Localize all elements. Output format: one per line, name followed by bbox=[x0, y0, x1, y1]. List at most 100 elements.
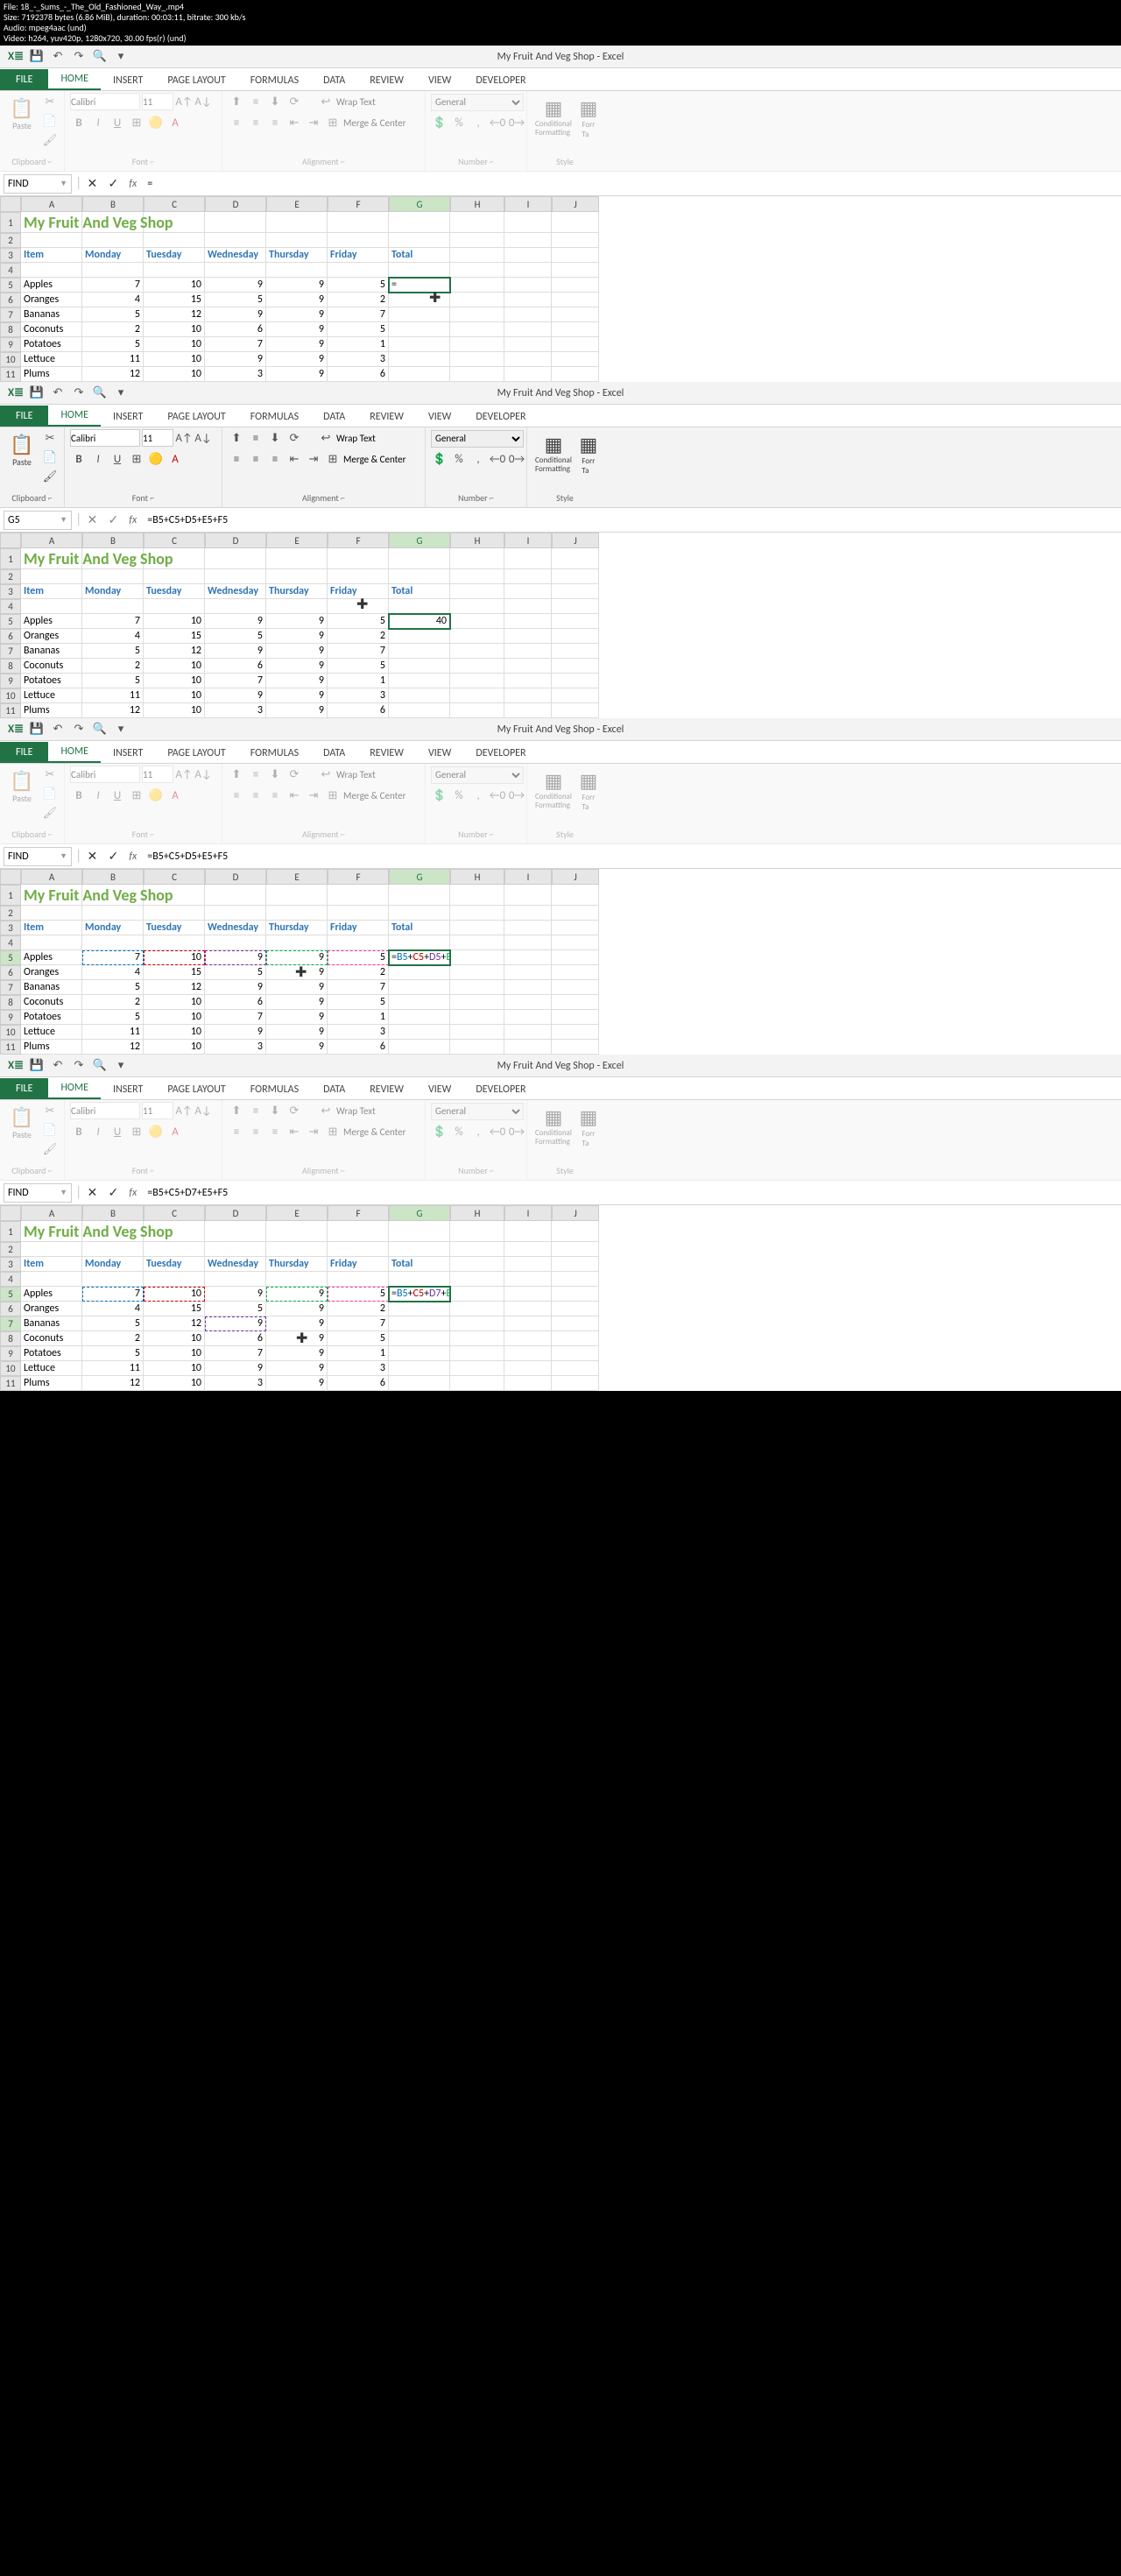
comma-icon[interactable]: , bbox=[469, 451, 487, 469]
cell-C10[interactable]: 10 bbox=[144, 352, 205, 367]
cell-F4[interactable] bbox=[328, 263, 389, 278]
decrease-indent-icon[interactable]: ⇤ bbox=[286, 787, 303, 804]
cell-F6[interactable]: 2 bbox=[328, 293, 389, 307]
fx-icon[interactable]: fx bbox=[123, 514, 142, 526]
font-name-select[interactable] bbox=[70, 429, 140, 447]
underline-icon[interactable]: U bbox=[109, 450, 126, 468]
row-header[interactable]: 5 bbox=[0, 950, 21, 965]
align-middle-icon[interactable]: ≡ bbox=[247, 93, 264, 110]
fx-icon[interactable]: fx bbox=[123, 178, 142, 190]
cell-J9[interactable] bbox=[552, 1346, 599, 1361]
cell-F1[interactable] bbox=[328, 212, 389, 233]
align-right-icon[interactable]: ≡ bbox=[266, 787, 284, 804]
cell-A3[interactable]: Item bbox=[21, 921, 82, 935]
cell-C4[interactable] bbox=[144, 1272, 205, 1287]
cell-G11[interactable] bbox=[389, 367, 450, 382]
align-bottom-icon[interactable]: ⬇ bbox=[266, 1102, 284, 1119]
format-painter-icon[interactable]: 🖌 bbox=[41, 804, 59, 822]
customize-qat-icon[interactable]: ▾ bbox=[113, 722, 129, 738]
number-format-select[interactable]: General bbox=[431, 766, 524, 784]
column-header[interactable]: H bbox=[450, 869, 504, 885]
cell-I3[interactable] bbox=[504, 1257, 552, 1272]
cell-A1[interactable]: My Fruit And Veg Shop bbox=[21, 1221, 82, 1242]
row-header[interactable]: 3 bbox=[0, 921, 21, 935]
font-name-select[interactable] bbox=[70, 766, 140, 783]
cell-J1[interactable] bbox=[552, 885, 599, 906]
cell-E2[interactable] bbox=[266, 1242, 328, 1257]
row-header[interactable]: 4 bbox=[0, 599, 21, 614]
tab-data[interactable]: DATA bbox=[311, 71, 357, 90]
select-all-corner[interactable] bbox=[0, 196, 21, 212]
cell-C3[interactable]: Tuesday bbox=[144, 584, 205, 599]
cut-icon[interactable]: ✂ bbox=[41, 429, 59, 447]
cell-H4[interactable] bbox=[450, 935, 504, 950]
undo-icon[interactable]: ↶ bbox=[50, 722, 66, 738]
font-size-select[interactable] bbox=[142, 1102, 173, 1119]
column-header[interactable]: A bbox=[21, 869, 82, 885]
cell-G3[interactable]: Total bbox=[389, 921, 450, 935]
conditional-formatting-button[interactable]: ▦ConditionalFormatting bbox=[532, 1102, 575, 1149]
cell-F8[interactable]: 5 bbox=[328, 995, 389, 1010]
cell-F6[interactable]: 2 bbox=[328, 629, 389, 644]
copy-icon[interactable]: 📄 bbox=[41, 1121, 59, 1139]
cell-F3[interactable]: Friday bbox=[328, 248, 389, 263]
cell-H5[interactable] bbox=[450, 950, 504, 965]
cell-G10[interactable] bbox=[389, 352, 450, 367]
print-preview-icon[interactable]: 🔍 bbox=[92, 1058, 108, 1074]
font-color-icon[interactable]: A bbox=[166, 1123, 184, 1140]
column-header[interactable]: J bbox=[552, 869, 599, 885]
cell-I8[interactable] bbox=[504, 322, 552, 337]
cell-B11[interactable]: 12 bbox=[82, 703, 144, 718]
cell-A9[interactable]: Potatoes bbox=[21, 1346, 82, 1361]
cell-J6[interactable] bbox=[552, 629, 599, 644]
tab-data[interactable]: DATA bbox=[311, 1080, 357, 1099]
row-header[interactable]: 8 bbox=[0, 995, 21, 1010]
cell-E5[interactable]: 9 bbox=[266, 950, 328, 965]
cell-F2[interactable] bbox=[328, 1242, 389, 1257]
cell-J1[interactable] bbox=[552, 212, 599, 233]
align-center-icon[interactable]: ≡ bbox=[247, 787, 264, 804]
cell-I11[interactable] bbox=[504, 703, 552, 718]
excel-icon[interactable]: X≣ bbox=[8, 722, 24, 738]
cell-C5[interactable]: 10 bbox=[144, 614, 205, 629]
cell-E3[interactable]: Thursday bbox=[266, 921, 328, 935]
merge-label[interactable]: Merge & Center bbox=[343, 117, 406, 129]
align-bottom-icon[interactable]: ⬇ bbox=[266, 429, 284, 447]
cell-B11[interactable]: 12 bbox=[82, 367, 144, 382]
cell-F6[interactable]: 2 bbox=[328, 1302, 389, 1316]
cell-I1[interactable] bbox=[504, 212, 552, 233]
cell-G11[interactable] bbox=[389, 1040, 450, 1055]
cell-F8[interactable]: 5 bbox=[328, 659, 389, 674]
cell-J4[interactable] bbox=[552, 263, 599, 278]
cell-J8[interactable] bbox=[552, 659, 599, 674]
decrease-decimal-icon[interactable]: 0→ bbox=[508, 115, 525, 132]
row-header[interactable]: 9 bbox=[0, 1010, 21, 1025]
cell-E8[interactable]: 9 bbox=[266, 995, 328, 1010]
cancel-formula-icon[interactable]: ✕ bbox=[81, 849, 102, 864]
merge-icon[interactable]: ⊞ bbox=[324, 787, 342, 804]
cell-D3[interactable]: Wednesday bbox=[205, 584, 266, 599]
cell-J2[interactable] bbox=[552, 233, 599, 248]
row-header[interactable]: 7 bbox=[0, 1316, 21, 1331]
row-header[interactable]: 4 bbox=[0, 935, 21, 950]
cell-E9[interactable]: 9 bbox=[266, 337, 328, 352]
font-size-select[interactable] bbox=[142, 429, 173, 447]
column-header[interactable]: B bbox=[82, 196, 144, 212]
fill-color-icon[interactable]: 🟡 bbox=[147, 787, 165, 804]
tab-page-layout[interactable]: PAGE LAYOUT bbox=[155, 407, 237, 427]
cell-C6[interactable]: 15 bbox=[144, 1302, 205, 1316]
row-header[interactable]: 11 bbox=[0, 367, 21, 382]
column-header[interactable]: J bbox=[552, 1205, 599, 1221]
cell-A4[interactable] bbox=[21, 935, 82, 950]
row-header[interactable]: 3 bbox=[0, 584, 21, 599]
formula-input[interactable]: =B5+C5+D5+E5+F5 bbox=[142, 847, 1121, 866]
row-header[interactable]: 3 bbox=[0, 248, 21, 263]
percent-icon[interactable]: % bbox=[450, 451, 468, 469]
row-header[interactable]: 2 bbox=[0, 569, 21, 584]
cell-B3[interactable]: Monday bbox=[82, 248, 144, 263]
column-header[interactable]: B bbox=[82, 1205, 144, 1221]
cell-D7[interactable]: 9 bbox=[205, 980, 266, 995]
cell-C5[interactable]: 10 bbox=[144, 1287, 205, 1302]
cell-E2[interactable] bbox=[266, 233, 328, 248]
cell-J9[interactable] bbox=[552, 674, 599, 688]
